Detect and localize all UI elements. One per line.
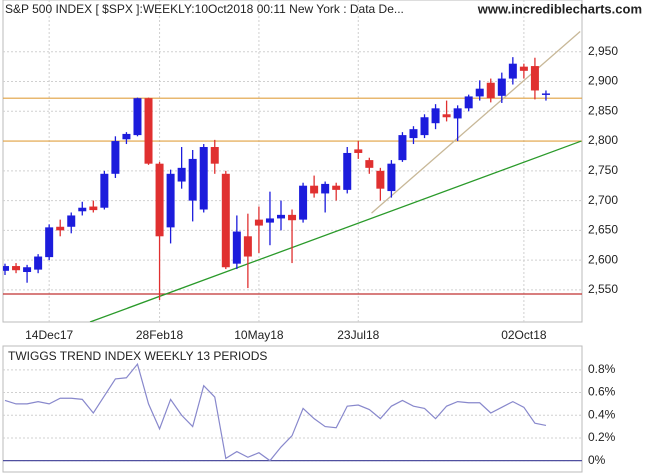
candle-body [442,114,451,118]
x-tick-label: 23Jul18 [337,328,379,342]
candle-body [530,66,539,91]
candle-body [3,266,9,271]
y-tick-label: 0.2% [588,430,616,444]
candle-body [177,167,186,182]
candle-body [277,214,285,219]
candle-body [89,206,98,211]
candle-body [365,160,374,168]
x-tick-label: 10May18 [234,328,284,342]
candle-body [12,266,21,271]
candle-body [519,66,528,71]
candle-body [398,135,407,161]
y-tick-label: 2,550 [588,282,618,296]
candle-body [332,185,341,190]
indicator-title: TWIGGS TREND INDEX WEEKLY 13 PERIODS [8,349,267,363]
y-tick-label: 2,950 [588,44,618,58]
y-tick-label: 0% [588,453,606,467]
candle-body [497,78,506,96]
candle-body [232,231,241,264]
candle-body [464,96,473,109]
indicator-layer [3,362,582,462]
candle-body [56,226,65,231]
candle-body [133,98,142,136]
x-tick-label: 02Oct18 [501,328,547,342]
candle-body [111,141,120,174]
y-tick-label: 2,650 [588,223,618,237]
candle-body [508,63,517,79]
x-tick-label: 14Dec17 [25,328,73,342]
indicator-line [4,362,547,462]
candle-body [376,170,385,189]
price-panel [2,0,583,323]
y-tick-label: 2,850 [588,103,618,117]
y-tick-label: 2,800 [588,133,618,147]
candle-body [409,129,418,139]
price-layer [3,0,582,322]
candle-body [453,108,462,119]
candle-body [155,163,164,237]
indicator-panel [2,345,583,473]
candle-body [486,82,495,99]
candle-body [475,88,484,97]
y-tick-label: 2,900 [588,74,618,88]
candle-body [122,133,131,140]
trend-line [371,31,581,214]
y-tick-label: 0.4% [588,407,616,421]
candle-body [299,185,308,220]
candle-body [210,147,219,164]
trend-line [89,140,582,322]
candle-body [288,214,297,221]
candle-body [265,218,274,223]
candle-body [23,267,32,273]
candle-body [431,108,440,124]
candle-body [420,117,429,136]
candle-body [67,215,76,227]
y-tick-label: 2,700 [588,193,618,207]
candle-body [343,152,352,190]
y-tick-label: 0.8% [588,362,616,376]
candle-body [221,173,230,268]
source: www.incrediblecharts.com [477,1,642,16]
candle-body [166,173,175,228]
candle-body [387,163,396,192]
candle-body [541,93,550,95]
y-tick-label: 0.6% [588,385,616,399]
y-tick-label: 2,600 [588,252,618,266]
candle-body [34,256,43,270]
chart-title: S&P 500 INDEX [ $SPX ]:WEEKLY:10Oct2018 … [5,2,404,16]
candle-body [144,98,153,164]
candle-body [354,149,363,153]
candle-body [100,173,109,208]
candle-body [199,147,208,210]
candle-body [78,207,87,212]
candle-body [254,219,263,226]
candle-body [310,185,319,194]
candle-body [188,158,197,201]
candle-body [243,236,252,257]
candle-body [45,227,54,258]
x-tick-label: 28Feb18 [136,328,184,342]
y-tick-label: 2,750 [588,163,618,177]
candle-body [321,183,330,194]
